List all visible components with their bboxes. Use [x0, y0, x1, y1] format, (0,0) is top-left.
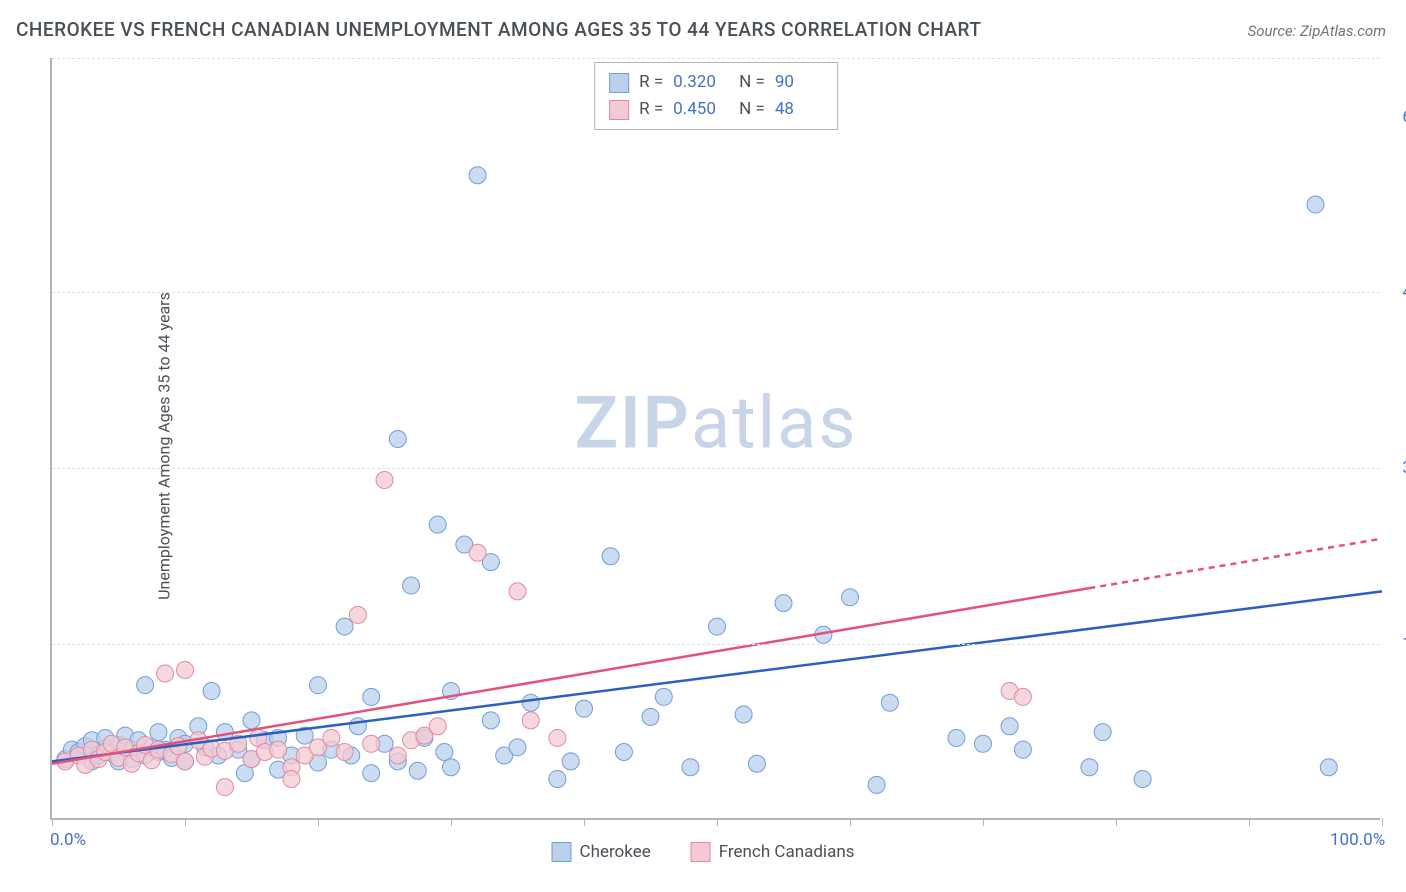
legend-swatch	[552, 842, 572, 862]
scatter-point	[522, 694, 539, 711]
scatter-point	[842, 589, 859, 606]
trend-line	[52, 588, 1089, 764]
scatter-point	[469, 167, 486, 184]
scatter-point	[562, 753, 579, 770]
scatter-point	[349, 718, 366, 735]
grid-line	[52, 58, 1380, 59]
x-tick	[318, 818, 319, 826]
scatter-point	[177, 753, 194, 770]
scatter-point	[881, 694, 898, 711]
scatter-point	[216, 779, 233, 796]
scatter-point	[1014, 688, 1031, 705]
scatter-point	[509, 583, 526, 600]
scatter-point	[1014, 741, 1031, 758]
scatter-point	[323, 729, 340, 746]
x-tick	[983, 818, 984, 826]
scatter-point	[642, 708, 659, 725]
scatter-point	[389, 431, 406, 448]
scatter-point	[1094, 724, 1111, 741]
scatter-point	[469, 544, 486, 561]
scatter-point	[655, 688, 672, 705]
scatter-point	[868, 776, 885, 793]
chart-title: CHEROKEE VS FRENCH CANADIAN UNEMPLOYMENT…	[16, 18, 981, 41]
scatter-point	[409, 762, 426, 779]
scatter-point	[336, 618, 353, 635]
x-tick-label: 100.0%	[1330, 830, 1385, 850]
scatter-point	[429, 516, 446, 533]
scatter-point	[270, 741, 287, 758]
scatter-point	[975, 735, 992, 752]
scatter-point	[403, 577, 420, 594]
x-tick-label: 0.0%	[50, 830, 86, 850]
scatter-point	[443, 759, 460, 776]
scatter-point	[1081, 759, 1098, 776]
trend-line	[52, 591, 1382, 761]
scatter-point	[576, 700, 593, 717]
scatter-point	[389, 747, 406, 764]
scatter-svg	[52, 58, 1380, 818]
x-tick	[451, 818, 452, 826]
legend-swatch	[691, 842, 711, 862]
scatter-point	[482, 712, 499, 729]
trend-line-dashed	[1089, 539, 1382, 589]
scatter-point	[376, 472, 393, 489]
legend-label: French Canadians	[719, 842, 855, 862]
grid-line	[52, 468, 1380, 469]
legend-item: French Canadians	[691, 842, 855, 862]
y-tick-label: 60.0%	[1402, 107, 1406, 127]
scatter-point	[283, 770, 300, 787]
scatter-point	[336, 744, 353, 761]
scatter-point	[363, 765, 380, 782]
x-tick	[185, 818, 186, 826]
bottom-legend: Cherokee French Canadians	[552, 842, 855, 862]
scatter-point	[1307, 196, 1324, 213]
scatter-point	[349, 606, 366, 623]
scatter-point	[615, 744, 632, 761]
grid-line	[52, 292, 1380, 293]
x-tick	[717, 818, 718, 826]
scatter-point	[948, 729, 965, 746]
scatter-point	[735, 706, 752, 723]
source-attribution: Source: ZipAtlas.com	[1248, 22, 1386, 40]
scatter-point	[549, 770, 566, 787]
scatter-point	[748, 755, 765, 772]
scatter-point	[682, 759, 699, 776]
scatter-point	[157, 665, 174, 682]
x-tick	[850, 818, 851, 826]
x-tick	[52, 818, 53, 826]
scatter-point	[602, 548, 619, 565]
y-tick-label: 15.0%	[1402, 634, 1406, 654]
scatter-point	[709, 618, 726, 635]
scatter-point	[150, 724, 167, 741]
scatter-point	[522, 712, 539, 729]
x-tick	[1382, 818, 1383, 826]
scatter-point	[775, 595, 792, 612]
scatter-point	[363, 688, 380, 705]
x-tick	[584, 818, 585, 826]
y-tick-label: 30.0%	[1402, 458, 1406, 478]
scatter-point	[177, 661, 194, 678]
x-tick	[1249, 818, 1250, 826]
scatter-point	[549, 729, 566, 746]
scatter-point	[1001, 718, 1018, 735]
scatter-point	[509, 739, 526, 756]
scatter-point	[436, 744, 453, 761]
scatter-point	[137, 677, 154, 694]
plot-area: ZIPatlas R =0.320N =90R =0.450N =48 15.0…	[50, 58, 1380, 820]
x-tick	[1116, 818, 1117, 826]
scatter-point	[429, 718, 446, 735]
scatter-point	[203, 683, 220, 700]
scatter-point	[363, 735, 380, 752]
scatter-point	[243, 712, 260, 729]
legend-item: Cherokee	[552, 842, 651, 862]
legend-label: Cherokee	[580, 842, 651, 862]
chart-container: CHEROKEE VS FRENCH CANADIAN UNEMPLOYMENT…	[0, 0, 1406, 892]
grid-line	[52, 644, 1380, 645]
scatter-point	[1134, 770, 1151, 787]
scatter-point	[1320, 759, 1337, 776]
scatter-point	[310, 677, 327, 694]
y-tick-label: 45.0%	[1402, 282, 1406, 302]
